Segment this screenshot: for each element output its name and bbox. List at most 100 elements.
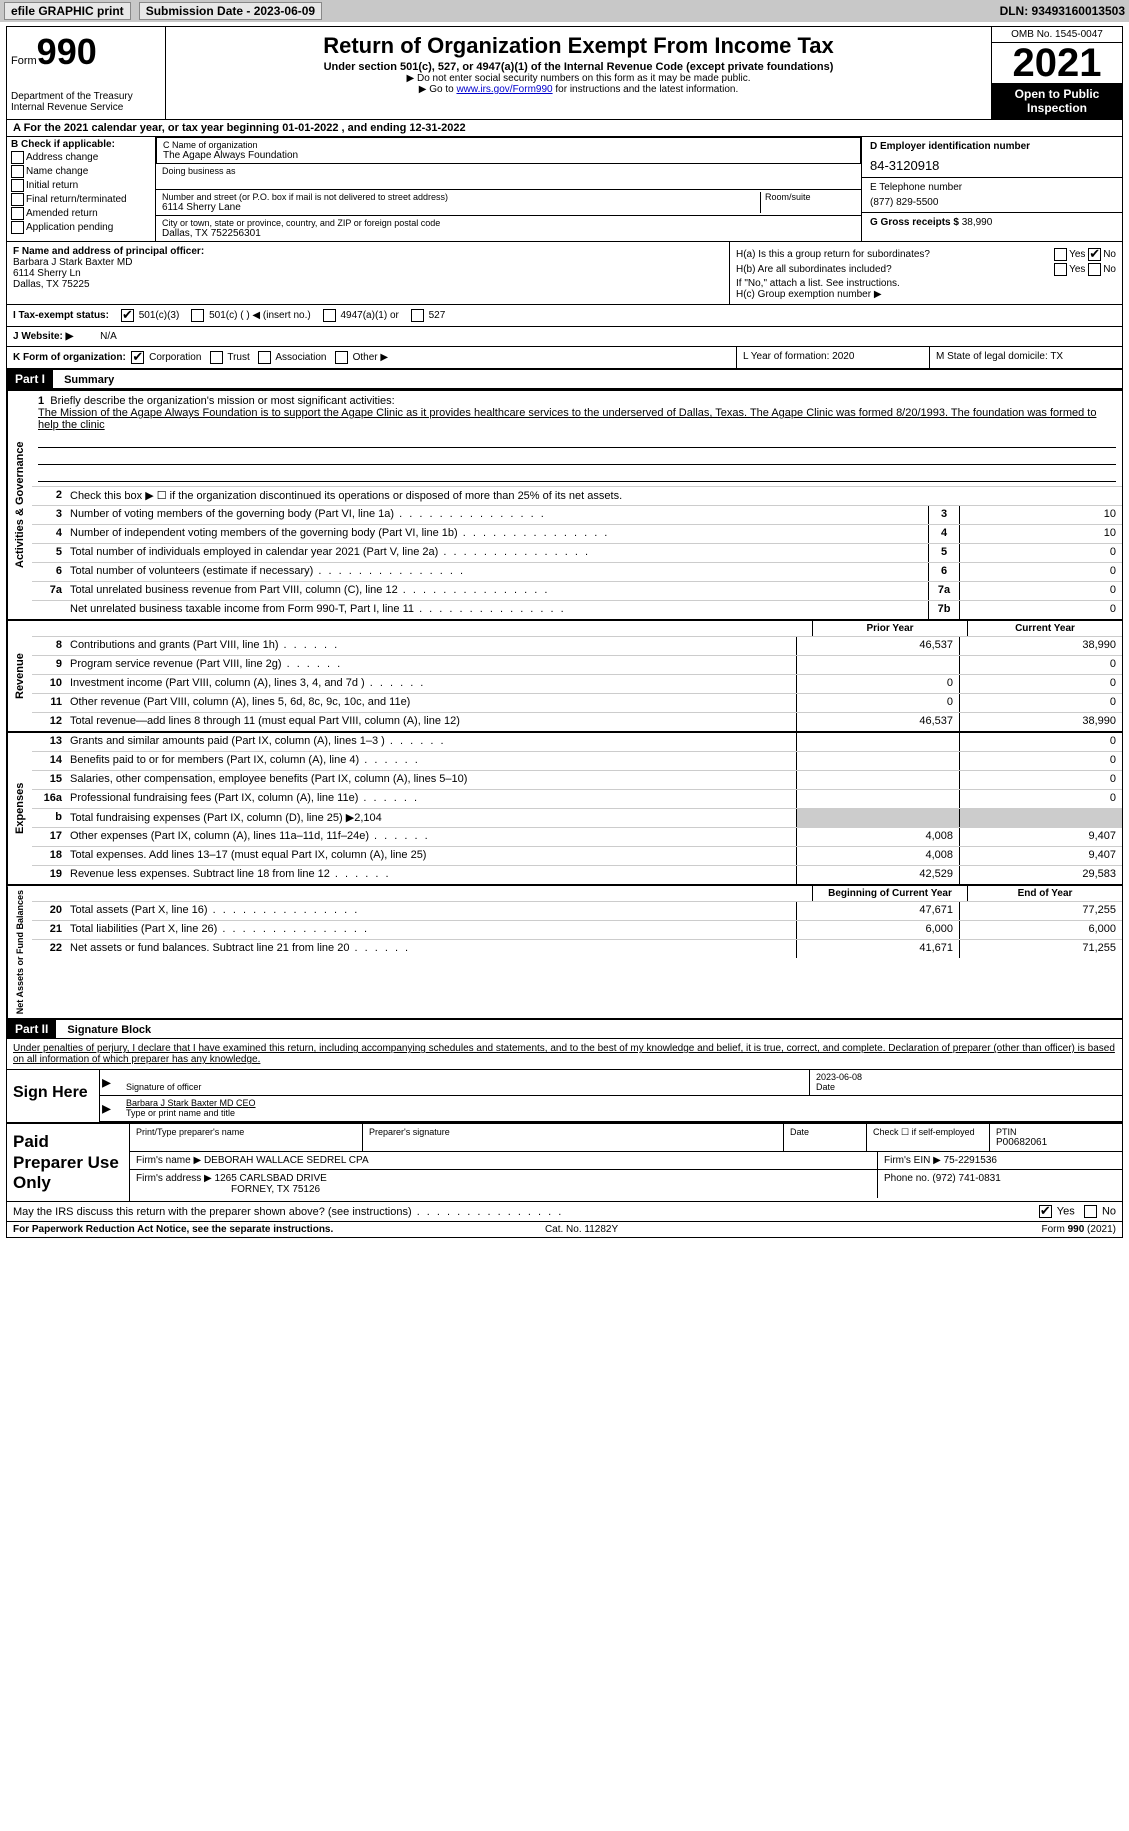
line-5: Total number of individuals employed in … [66, 544, 928, 562]
cb-4947[interactable] [323, 309, 336, 322]
hdr-end: End of Year [967, 886, 1122, 901]
sign-date: 2023-06-08 [816, 1072, 1116, 1082]
line-7b: Net unrelated business taxable income fr… [66, 601, 928, 619]
mission-label: Briefly describe the organization's miss… [50, 395, 394, 407]
row-a: A For the 2021 calendar year, or tax yea… [7, 120, 1122, 137]
addr-label: Number and street (or P.O. box if mail i… [162, 192, 760, 202]
side-expenses: Expenses [7, 733, 32, 884]
phone-value: (877) 829-5500 [870, 193, 1114, 208]
irs-link[interactable]: www.irs.gov/Form990 [456, 84, 552, 95]
cb-initial-return[interactable]: Initial return [11, 179, 151, 192]
side-activities: Activities & Governance [7, 391, 32, 619]
part1-header: Part I [7, 370, 53, 388]
form-note-1: ▶ Do not enter social security numbers o… [174, 73, 983, 84]
hdr-beg: Beginning of Current Year [812, 886, 967, 901]
cb-final-return[interactable]: Final return/terminated [11, 193, 151, 206]
ha-no[interactable] [1088, 248, 1101, 261]
line-4: Number of independent voting members of … [66, 525, 928, 543]
line-6: Total number of volunteers (estimate if … [66, 563, 928, 581]
submission-date-button[interactable]: Submission Date - 2023-06-09 [139, 2, 322, 20]
footer-left: For Paperwork Reduction Act Notice, see … [13, 1224, 333, 1235]
cb-other[interactable] [335, 351, 348, 364]
row-i: I Tax-exempt status: 501(c)(3) 501(c) ( … [7, 305, 1122, 327]
street-address: 6114 Sherry Lane [162, 202, 760, 213]
hc-label: H(c) Group exemption number ▶ [736, 289, 1116, 300]
side-netassets: Net Assets or Fund Balances [7, 886, 32, 1018]
row-j: J Website: ▶ N/A [7, 327, 1122, 347]
org-name: The Agape Always Foundation [163, 150, 854, 161]
open-public-badge: Open to Public Inspection [992, 83, 1122, 119]
val-3: 10 [959, 506, 1122, 524]
dln-label: DLN: 93493160013503 [1000, 4, 1125, 18]
form-number: Form990 [11, 31, 161, 73]
room-label: Room/suite [765, 192, 855, 202]
ein-value: 84-3120918 [870, 152, 1114, 173]
officer-printed-name: Barbara J Stark Baxter MD CEO [126, 1098, 1116, 1108]
form-note-2: ▶ Go to www.irs.gov/Form990 for instruct… [174, 84, 983, 95]
hb-yes[interactable] [1054, 263, 1067, 276]
part2-header: Part II [7, 1020, 56, 1038]
row-k: K Form of organization: Corporation Trus… [7, 347, 1122, 370]
city-value: Dallas, TX 752256301 [162, 228, 855, 239]
form-container: Form990 Department of the Treasury Inter… [6, 26, 1123, 1238]
cb-527[interactable] [411, 309, 424, 322]
mission-text: The Mission of the Agape Always Foundati… [38, 407, 1096, 431]
gross-receipts-label: G Gross receipts $ [870, 217, 959, 228]
discuss-question: May the IRS discuss this return with the… [13, 1206, 563, 1218]
paid-preparer-label: Paid Preparer Use Only [7, 1124, 130, 1201]
line-2: Check this box ▶ ☐ if the organization d… [66, 487, 1122, 505]
irs-label: Internal Revenue Service [11, 102, 161, 113]
part1-title: Summary [56, 374, 114, 386]
hdr-curr: Current Year [967, 621, 1122, 636]
ptin-value: P00682061 [996, 1137, 1116, 1148]
hb-no[interactable] [1088, 263, 1101, 276]
box-c: C Name of organization The Agape Always … [156, 137, 861, 241]
cb-corp[interactable] [131, 351, 144, 364]
dba-label: Doing business as [162, 166, 855, 176]
box-b-label: B Check if applicable: [11, 139, 115, 150]
cb-amended-return[interactable]: Amended return [11, 207, 151, 220]
officer-name: Barbara J Stark Baxter MD [13, 257, 723, 268]
val-5: 0 [959, 544, 1122, 562]
ha-yes[interactable] [1054, 248, 1067, 261]
part2-title: Signature Block [59, 1024, 151, 1036]
box-f: F Name and address of principal officer:… [7, 242, 730, 304]
officer-addr2: Dallas, TX 75225 [13, 279, 723, 290]
officer-addr1: 6114 Sherry Ln [13, 268, 723, 279]
val-4: 10 [959, 525, 1122, 543]
discuss-no[interactable] [1084, 1205, 1097, 1218]
arrow-icon: ▸ [100, 1070, 120, 1095]
cb-trust[interactable] [210, 351, 223, 364]
efile-print-button[interactable]: efile GRAPHIC print [4, 2, 131, 20]
line-7a: Total unrelated business revenue from Pa… [66, 582, 928, 600]
self-employed-check[interactable]: Check ☐ if self-employed [867, 1124, 990, 1151]
cb-application-pending[interactable]: Application pending [11, 221, 151, 234]
cb-assoc[interactable] [258, 351, 271, 364]
cb-501c3[interactable] [121, 309, 134, 322]
tax-year: 2021 [992, 43, 1122, 83]
sig-officer-label: Signature of officer [126, 1082, 803, 1092]
ein-label: D Employer identification number [870, 141, 1030, 152]
firm-name: DEBORAH WALLACE SEDREL CPA [204, 1155, 369, 1166]
gross-receipts-value: 38,990 [962, 217, 993, 228]
discuss-yes[interactable] [1039, 1205, 1052, 1218]
sign-here-label: Sign Here [7, 1070, 100, 1122]
dept-label: Department of the Treasury [11, 91, 161, 102]
firm-addr1: 1265 CARLSBAD DRIVE [215, 1173, 327, 1184]
side-revenue: Revenue [7, 621, 32, 731]
cb-name-change[interactable]: Name change [11, 165, 151, 178]
firm-phone: (972) 741-0831 [932, 1173, 1000, 1184]
cb-address-change[interactable]: Address change [11, 151, 151, 164]
top-bar: efile GRAPHIC print Submission Date - 20… [0, 0, 1129, 22]
h-note: If "No," attach a list. See instructions… [736, 278, 1116, 289]
cb-501c[interactable] [191, 309, 204, 322]
val-7b: 0 [959, 601, 1122, 619]
line-3: Number of voting members of the governin… [66, 506, 928, 524]
firm-addr2: FORNEY, TX 75126 [231, 1184, 320, 1195]
arrow-icon: ▸ [100, 1096, 120, 1121]
val-7a: 0 [959, 582, 1122, 600]
city-label: City or town, state or province, country… [162, 218, 855, 228]
phone-label: E Telephone number [870, 182, 1114, 193]
website-value: N/A [100, 331, 117, 342]
box-h: H(a) Is this a group return for subordin… [730, 242, 1122, 304]
